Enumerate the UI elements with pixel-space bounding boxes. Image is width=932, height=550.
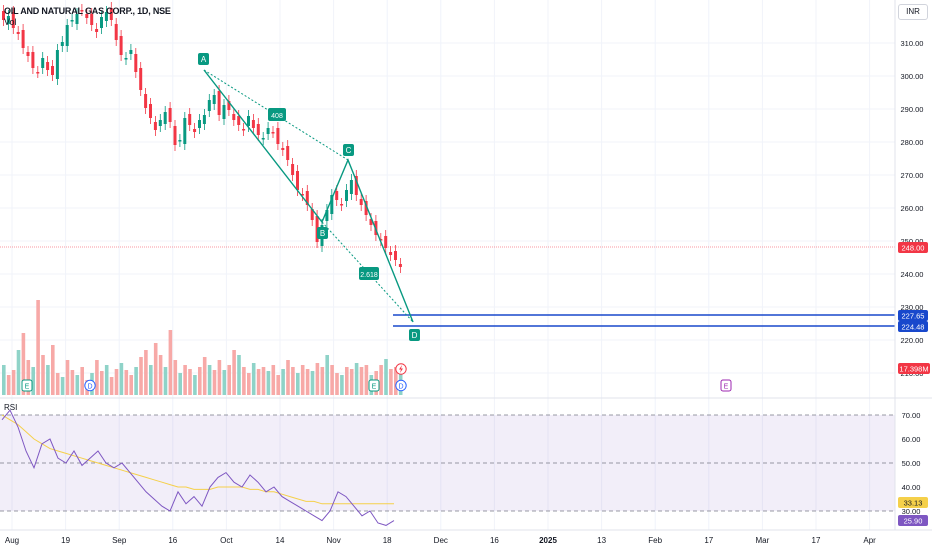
- dividend-marker[interactable]: D: [395, 379, 407, 392]
- ratio-bd-text: 2.618: [360, 272, 378, 279]
- time-axis-label: 17: [704, 536, 713, 545]
- event-markers[interactable]: E D E D E: [21, 363, 732, 392]
- time-axis-label: Oct: [220, 536, 233, 545]
- time-axis-label: Apr: [863, 536, 876, 545]
- rsi-axis-label: 60.00: [902, 435, 921, 444]
- currency-button[interactable]: INR: [898, 4, 928, 20]
- volume-legend[interactable]: Vol: [4, 17, 17, 27]
- time-axis-label: 19: [61, 536, 70, 545]
- rsi-axis-label: 70.00: [902, 411, 921, 420]
- earnings-marker[interactable]: E: [368, 379, 380, 392]
- pattern-point-b-label: B: [320, 229, 325, 238]
- rsi-ma-tag: 33.13: [898, 497, 928, 508]
- target-lower-tag: 224.48: [898, 321, 928, 332]
- time-axis-label: 17: [812, 536, 821, 545]
- time-axis-label: Sep: [112, 536, 127, 545]
- time-axis[interactable]: Aug 19 Sep 16 Oct 14 Nov 18 Dec 16 2025 13 Feb 17 Mar 1…: [5, 536, 876, 545]
- price-axis-label: 290.00: [901, 105, 924, 114]
- time-axis-label: 13: [597, 536, 606, 545]
- dividend-marker-label: D: [398, 384, 403, 391]
- time-axis-label: 16: [490, 536, 499, 545]
- pattern-point-c-label: C: [346, 146, 352, 155]
- earnings-marker-label: E: [25, 384, 30, 391]
- earnings-marker[interactable]: E: [21, 379, 33, 392]
- time-axis-label: Mar: [756, 536, 770, 545]
- time-axis-label: 16: [168, 536, 177, 545]
- volume-tag: 17.398M: [898, 363, 930, 374]
- price-axis-label: 240.00: [901, 270, 924, 279]
- time-axis-label: Nov: [326, 536, 340, 545]
- price-axis-label: 260.00: [901, 204, 924, 213]
- flash-icon[interactable]: [395, 363, 407, 375]
- dividend-marker-label: D: [87, 384, 92, 391]
- pattern-point-a-label: A: [201, 55, 207, 64]
- time-axis-label: 2025: [539, 536, 557, 545]
- pattern-point-b[interactable]: B: [317, 227, 328, 239]
- pattern-point-d-label: D: [412, 331, 418, 340]
- rsi-value-tag: 25.90: [898, 515, 928, 526]
- rsi-axis-label: 50.00: [902, 459, 921, 468]
- rsi-value-text: 25.90: [904, 517, 923, 526]
- chart-header: OIL AND NATURAL GAS CORP., 1D, NSE Vol: [4, 6, 171, 28]
- rsi-axis[interactable]: 70.00 60.00 50.00 40.00 30.00: [902, 411, 921, 516]
- ratio-label-bd: 2.618: [359, 267, 379, 280]
- ratio-ac-text: 408: [271, 113, 283, 120]
- rsi-pane[interactable]: [0, 409, 895, 526]
- last-price-text: 248.00: [902, 244, 925, 253]
- time-axis-label: Aug: [5, 536, 19, 545]
- price-axis-label: 230.00: [901, 303, 924, 312]
- target-upper-tag: 227.65: [898, 310, 928, 321]
- abcd-pattern[interactable]: A B C D 408 2.618: [198, 53, 420, 341]
- price-axis-label: 270.00: [901, 171, 924, 180]
- volume-bars: [2, 300, 403, 395]
- pattern-point-a[interactable]: A: [198, 53, 209, 65]
- price-axis-label: 280.00: [901, 138, 924, 147]
- rsi-axis-label: 30.00: [902, 507, 921, 516]
- volume-text: 17.398M: [899, 365, 928, 374]
- pattern-point-c[interactable]: C: [343, 144, 354, 156]
- candlesticks: [2, 2, 402, 273]
- time-axis-label: 14: [276, 536, 285, 545]
- rsi-line: [1, 409, 395, 526]
- dividend-marker[interactable]: D: [84, 379, 96, 392]
- pattern-point-d[interactable]: D: [409, 329, 420, 341]
- target-lower-text: 224.48: [902, 323, 925, 332]
- price-axis-label: 220.00: [901, 336, 924, 345]
- symbol-title[interactable]: OIL AND NATURAL GAS CORP., 1D, NSE: [4, 6, 171, 16]
- price-axis-label: 250.00: [901, 237, 924, 246]
- rsi-ma-text: 33.13: [904, 499, 923, 508]
- future-earnings-marker[interactable]: E: [720, 379, 732, 392]
- last-price-tag: 248.00: [898, 242, 928, 253]
- rsi-title[interactable]: RSI: [4, 403, 18, 412]
- future-earnings-marker-label: E: [724, 384, 729, 391]
- rsi-axis-label: 40.00: [902, 483, 921, 492]
- time-axis-label: Dec: [434, 536, 448, 545]
- ratio-label-ac: 408: [268, 108, 286, 121]
- earnings-marker-label: E: [372, 384, 377, 391]
- time-axis-label: 18: [383, 536, 392, 545]
- rsi-ma-line: [1, 414, 394, 505]
- time-axis-label: Feb: [648, 536, 662, 545]
- price-axis-label: 300.00: [901, 72, 924, 81]
- target-upper-text: 227.65: [902, 312, 925, 321]
- price-axis-label: 310.00: [901, 39, 924, 48]
